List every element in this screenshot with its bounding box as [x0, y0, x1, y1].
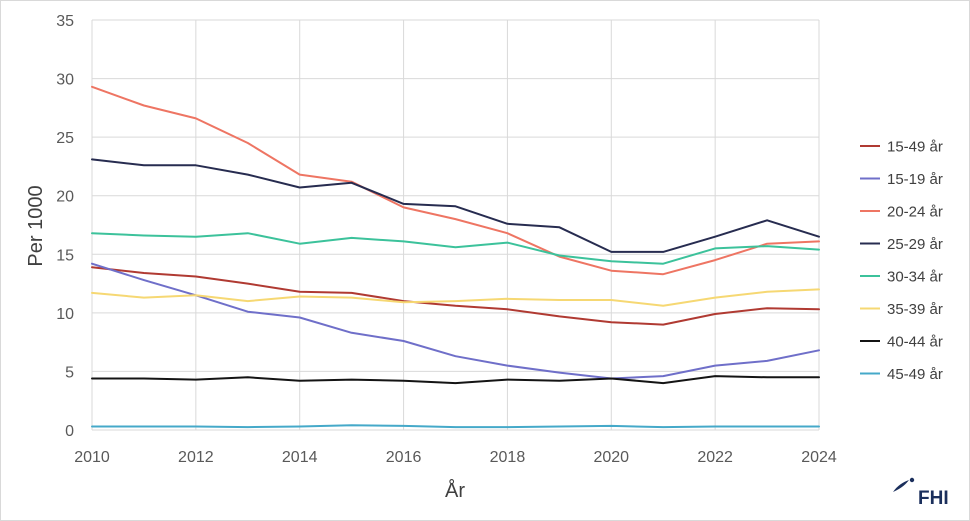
- y-tick-label: 25: [56, 130, 74, 147]
- series-line-20-24-år: [91, 85, 820, 276]
- legend-item: 20-24 år: [860, 204, 943, 221]
- legend-item: 15-19 år: [860, 171, 943, 188]
- x-tick-label: 2020: [593, 449, 629, 466]
- fhi-logo-text: FHI: [918, 488, 949, 509]
- legend-label: 35-39 år: [887, 301, 943, 318]
- fhi-logo: FHI: [893, 477, 949, 509]
- legend-label: 15-19 år: [887, 171, 943, 188]
- legend-item: 25-29 år: [860, 236, 943, 253]
- legend-label: 25-29 år: [887, 236, 943, 253]
- y-tick-label: 20: [56, 189, 74, 206]
- y-tick-label: 10: [56, 306, 74, 323]
- legend-label: 45-49 år: [887, 366, 943, 383]
- series-line-35-39-år: [91, 288, 820, 307]
- legend-item: 15-49 år: [860, 139, 943, 156]
- legend-item: 45-49 år: [860, 366, 943, 383]
- y-tick-label: 15: [56, 247, 74, 264]
- series-line-15-49-år: [91, 266, 820, 326]
- legend-label: 40-44 år: [887, 334, 943, 351]
- x-axis-label: År: [445, 479, 465, 502]
- x-tick-label: 2012: [178, 449, 214, 466]
- legend-item: 35-39 år: [860, 301, 943, 318]
- legend-label: 30-34 år: [887, 269, 943, 286]
- fhi-logo-dot-icon: [909, 477, 915, 483]
- legend: 15-49 år 15-19 år 20-24 år 25-29 år 30-34 år…: [860, 139, 943, 383]
- x-tick-label: 2014: [282, 449, 318, 466]
- x-tick-label: 2018: [490, 449, 526, 466]
- series-line-40-44-år: [91, 375, 820, 385]
- gridlines: [91, 19, 820, 431]
- x-tick-label: 2024: [801, 449, 837, 466]
- legend-label: 15-49 år: [887, 139, 943, 156]
- legend-item: 30-34 år: [860, 269, 943, 286]
- legend-item: 40-44 år: [860, 334, 943, 351]
- series-line-30-34-år: [91, 232, 820, 265]
- fhi-logo-swoosh-icon: [893, 480, 909, 492]
- y-tick-label: 0: [65, 423, 74, 440]
- series-line-25-29-år: [91, 158, 820, 253]
- y-axis-label: Per 1000: [25, 185, 47, 266]
- series-lines: [91, 85, 820, 429]
- y-tick-label: 5: [65, 364, 74, 381]
- legend-label: 20-24 år: [887, 204, 943, 221]
- series-line-15-19-år: [91, 262, 820, 380]
- y-tick-label: 30: [56, 72, 74, 89]
- x-tick-label: 2010: [74, 449, 110, 466]
- x-tick-label: 2022: [697, 449, 733, 466]
- y-axis-ticks: 0 5 10 15 20 25 30 35: [56, 13, 74, 440]
- x-tick-label: 2016: [386, 449, 422, 466]
- series-line-45-49-år: [91, 424, 820, 429]
- x-axis-ticks: 2010 2012 2014 2016 2018 2020 2022 2024: [74, 449, 837, 466]
- y-tick-label: 35: [56, 13, 74, 30]
